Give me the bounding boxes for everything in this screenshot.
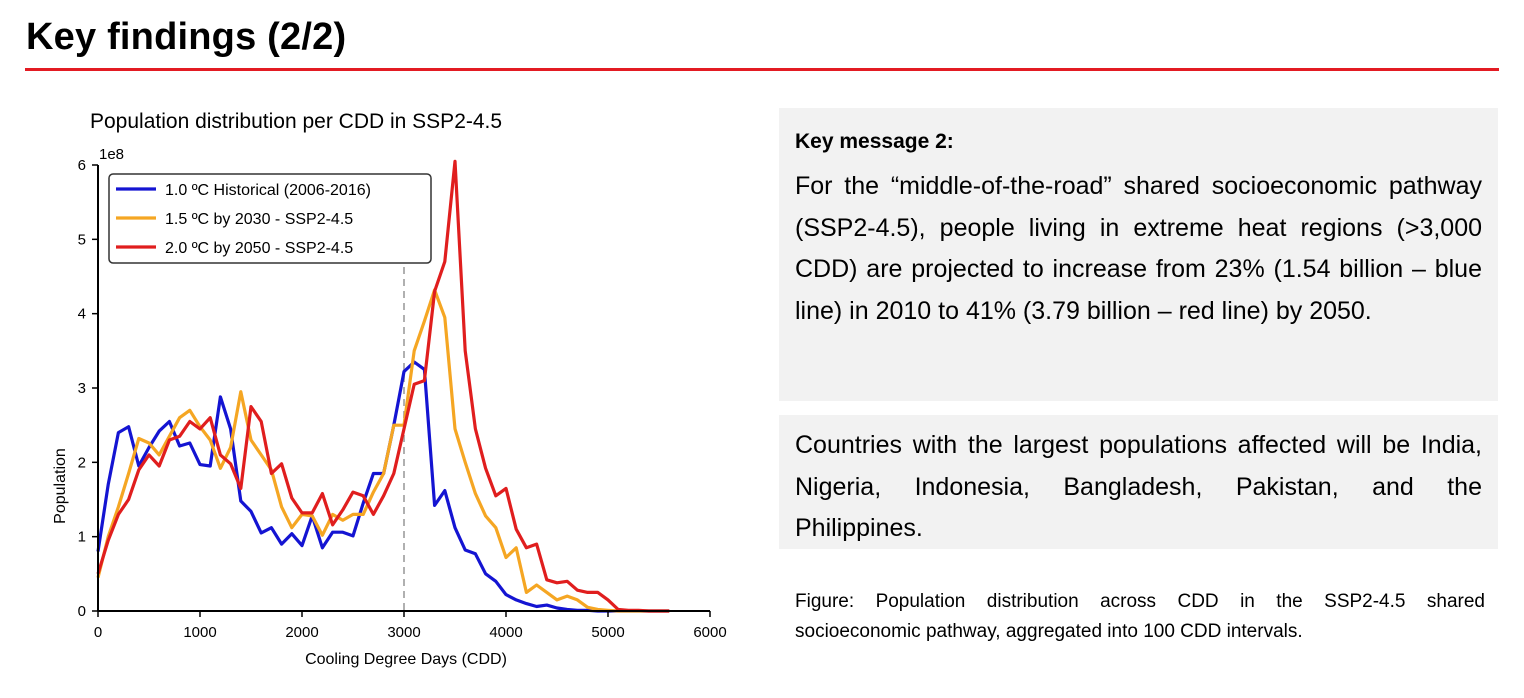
key-message-box: Key message 2: For the “middle-of-the-ro… [779,108,1498,401]
y-tick-label: 6 [78,157,86,174]
legend-label-2: 1.5 ºC by 2030 - SSP2-4.5 [165,211,353,228]
y-multiplier-label: 1e8 [99,146,124,163]
title-rule [25,68,1499,71]
x-tick-label: 4000 [489,624,522,641]
legend-frame [108,173,432,264]
x-axis-label: Cooling Degree Days (CDD) [305,651,507,668]
y-tick-label: 0 [78,603,86,620]
chart-title: Population distribution per CDD in SSP2-… [90,110,502,133]
x-tick-label: 2000 [285,624,318,641]
y-axis-label: Population [52,448,69,524]
x-tick-label: 1000 [183,624,216,641]
x-tick-label: 5000 [591,624,624,641]
x-tick-label: 3000 [387,624,420,641]
x-tick-label: 6000 [693,624,726,641]
x-tick-label: 0 [94,624,102,641]
y-tick-label: 3 [78,380,86,397]
series-line-2 [96,288,670,613]
key-message-label: Key message 2: [795,130,954,153]
countries-text: Countries with the largest populations a… [795,431,1482,542]
key-message-text: For the “middle-of-the-road” shared soci… [795,172,1482,325]
legend: 1.0 ºC Historical (2006-2016) 1.5 ºC by 2… [108,173,432,264]
population-cdd-chart: Population distribution per CDD in SSP2-… [0,100,760,698]
legend-label-1: 1.0 ºC Historical (2006-2016) [165,182,371,199]
y-tick-label: 1 [78,529,86,546]
y-tick-label: 2 [78,454,86,471]
page-title: Key findings (2/2) [26,16,347,58]
series-line-1 [96,360,670,613]
series-line-3 [96,159,670,613]
legend-label-3: 2.0 ºC by 2050 - SSP2-4.5 [165,240,353,257]
y-tick-label: 5 [78,231,86,248]
countries-box: Countries with the largest populations a… [779,415,1498,549]
chart-svg: Population distribution per CDD in SSP2-… [52,110,727,668]
y-tick-label: 4 [78,306,86,323]
figure-caption: Figure: Population distribution across C… [795,591,1485,642]
